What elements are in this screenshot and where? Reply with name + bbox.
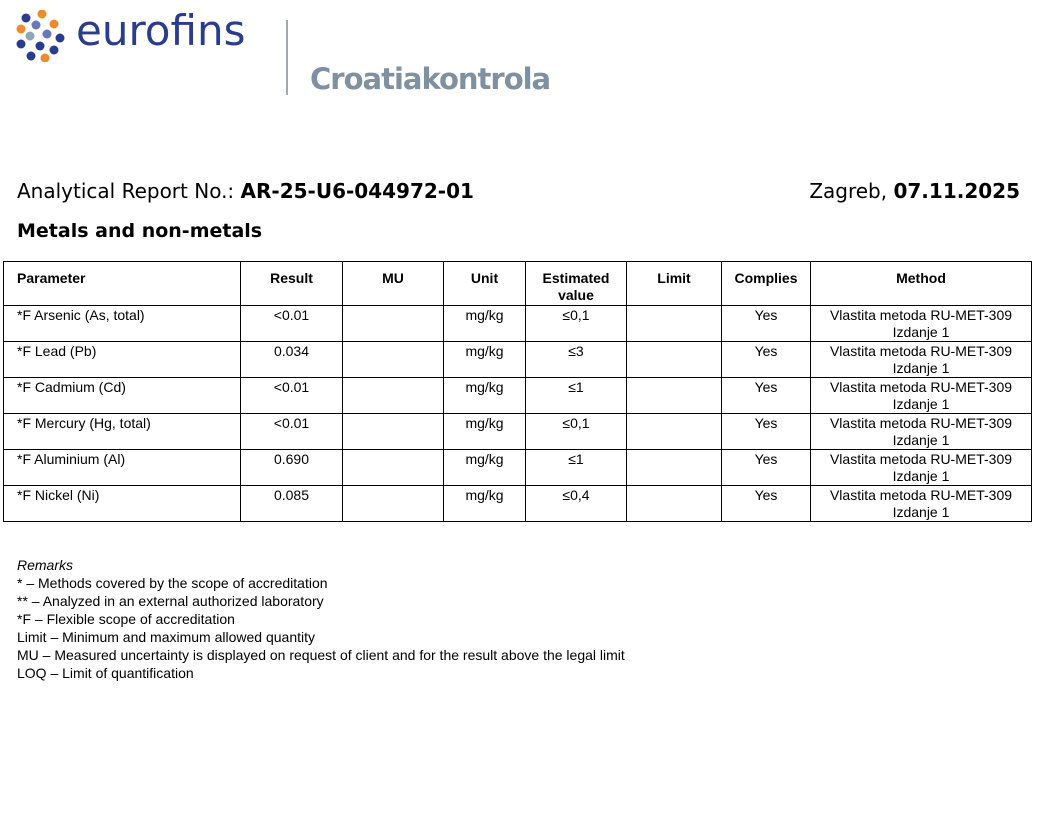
table-row: *F Cadmium (Cd) <0.01 mg/kg ≤1 Yes Vlastita m… <box>3 377 1032 414</box>
cell-estimated: ≤0,4 <box>525 485 627 522</box>
cell-limit <box>626 305 722 342</box>
brand-name: eurofins <box>76 6 246 55</box>
cell-mu <box>342 449 444 486</box>
cell-method: Vlastita metoda RU-MET-309 Izdanje 1 <box>810 305 1032 342</box>
cell-unit: mg/kg <box>443 413 526 450</box>
subsidiary-name: Croatiakontrola <box>310 62 551 96</box>
cell-result: 0.085 <box>240 485 343 522</box>
cell-estimated: ≤1 <box>525 377 627 414</box>
cell-limit <box>626 449 722 486</box>
cell-complies: Yes <box>721 413 811 450</box>
logo-divider <box>286 20 288 95</box>
col-header-complies: Complies <box>721 261 811 306</box>
cell-parameter: *F Mercury (Hg, total) <box>3 413 241 450</box>
cell-unit: mg/kg <box>443 305 526 342</box>
cell-unit: mg/kg <box>443 485 526 522</box>
cell-estimated: ≤1 <box>525 449 627 486</box>
cell-result: 0.034 <box>240 341 343 378</box>
remark-line: *F – Flexible scope of accreditation <box>17 611 235 627</box>
cell-estimated: ≤0,1 <box>525 305 627 342</box>
cell-parameter: *F Lead (Pb) <box>3 341 241 378</box>
cell-complies: Yes <box>721 305 811 342</box>
cell-parameter: *F Aluminium (Al) <box>3 449 241 486</box>
cell-limit <box>626 413 722 450</box>
cell-method: Vlastita metoda RU-MET-309 Izdanje 1 <box>810 377 1032 414</box>
report-place: Zagreb, <box>809 179 894 203</box>
report-date: 07.11.2025 <box>893 179 1020 203</box>
remarks-heading: Remarks <box>17 557 74 573</box>
cell-parameter: *F Nickel (Ni) <box>3 485 241 522</box>
col-header-mu: MU <box>342 261 444 306</box>
col-header-result: Result <box>240 261 343 306</box>
cell-mu <box>342 305 444 342</box>
col-header-parameter: Parameter <box>3 261 241 306</box>
remarks: Remarks * – Methods covered by the scope… <box>17 556 625 682</box>
remark-line: MU – Measured uncertainty is displayed o… <box>17 647 625 663</box>
cell-method: Vlastita metoda RU-MET-309 Izdanje 1 <box>810 413 1032 450</box>
remark-line: * – Methods covered by the scope of accr… <box>17 575 328 591</box>
cell-limit <box>626 341 722 378</box>
cell-mu <box>342 377 444 414</box>
remark-line: LOQ – Limit of quantification <box>17 665 194 681</box>
cell-method: Vlastita metoda RU-MET-309 Izdanje 1 <box>810 449 1032 486</box>
cell-complies: Yes <box>721 377 811 414</box>
report-number: AR-25-U6-044972-01 <box>240 179 474 203</box>
cell-mu <box>342 485 444 522</box>
cell-parameter: *F Arsenic (As, total) <box>3 305 241 342</box>
cell-unit: mg/kg <box>443 449 526 486</box>
table-row: *F Lead (Pb) 0.034 mg/kg ≤3 Yes Vlastita meto… <box>3 341 1032 378</box>
cell-result: <0.01 <box>240 413 343 450</box>
col-header-method: Method <box>810 261 1032 306</box>
cell-complies: Yes <box>721 341 811 378</box>
cell-limit <box>626 377 722 414</box>
cell-result: <0.01 <box>240 377 343 414</box>
cell-parameter: *F Cadmium (Cd) <box>3 377 241 414</box>
cell-unit: mg/kg <box>443 377 526 414</box>
report-title: Analytical Report No.: AR-25-U6-044972-0… <box>17 179 474 203</box>
cell-complies: Yes <box>721 485 811 522</box>
report-place-date: Zagreb, 07.11.2025 <box>809 179 1020 203</box>
report-label: Analytical Report No.: <box>17 179 241 203</box>
cell-estimated: ≤0,1 <box>525 413 627 450</box>
cell-result: 0.690 <box>240 449 343 486</box>
table-row: *F Arsenic (As, total) <0.01 mg/kg ≤0,1 Yes V… <box>3 305 1032 342</box>
cell-result: <0.01 <box>240 305 343 342</box>
table-row: *F Mercury (Hg, total) <0.01 mg/kg ≤0,1 Yes V… <box>3 413 1032 450</box>
col-header-limit: Limit <box>626 261 722 306</box>
cell-limit <box>626 485 722 522</box>
col-header-unit: Unit <box>443 261 526 306</box>
cell-complies: Yes <box>721 449 811 486</box>
table-row: *F Nickel (Ni) 0.085 mg/kg ≤0,4 Yes Vlastita … <box>3 485 1032 522</box>
remark-line: ** – Analyzed in an external authorized … <box>17 593 324 609</box>
cell-estimated: ≤3 <box>525 341 627 378</box>
table-header-row: Parameter Result MU Unit Estimated value… <box>3 261 1032 306</box>
cell-mu <box>342 413 444 450</box>
cell-mu <box>342 341 444 378</box>
table-row: *F Aluminium (Al) 0.690 mg/kg ≤1 Yes Vlastita… <box>3 449 1032 486</box>
cell-method: Vlastita metoda RU-MET-309 Izdanje 1 <box>810 341 1032 378</box>
results-table: Parameter Result MU Unit Estimated value… <box>3 261 1032 522</box>
cell-unit: mg/kg <box>443 341 526 378</box>
eurofins-logo-icon <box>16 10 65 62</box>
remark-line: Limit – Minimum and maximum allowed quan… <box>17 629 315 645</box>
col-header-estimated: Estimated value <box>525 261 627 306</box>
section-title: Metals and non-metals <box>17 220 263 242</box>
cell-method: Vlastita metoda RU-MET-309 Izdanje 1 <box>810 485 1032 522</box>
